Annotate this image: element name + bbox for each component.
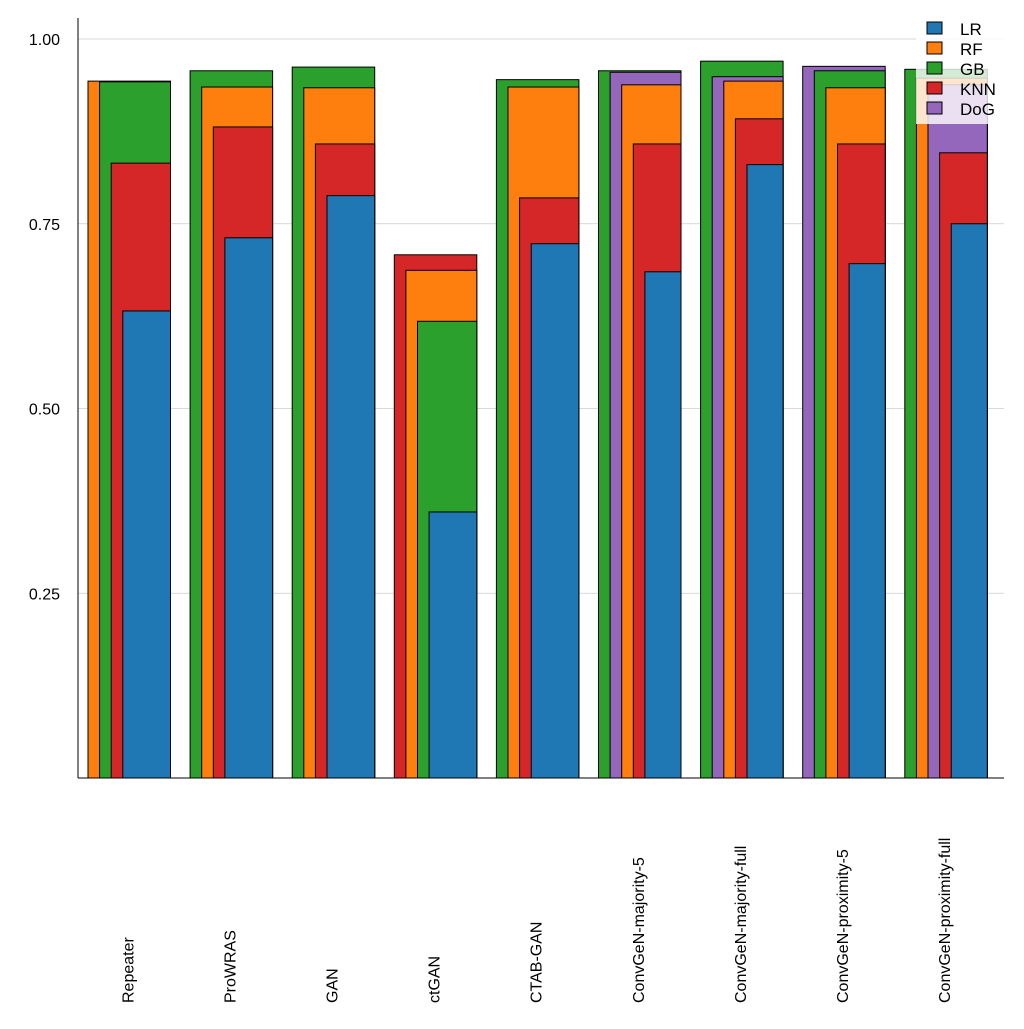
bar-lr — [746, 164, 784, 779]
legend-label: LR — [960, 20, 982, 39]
axes — [77, 18, 1004, 779]
legend-swatch-gb — [926, 61, 943, 75]
bar-lr — [326, 195, 376, 779]
x-tick-label: ProWRAS — [222, 930, 239, 1003]
legend-swatch-knn — [926, 81, 943, 95]
bar-lr — [224, 237, 274, 779]
legend-label: GB — [960, 60, 985, 79]
bar-lr — [848, 263, 886, 779]
x-tick-label: ConvGeN-proximity-full — [937, 838, 954, 1003]
x-tick-label: CTAB-GAN — [529, 922, 546, 1003]
x-tick-label: ConvGeN-majority-5 — [631, 857, 648, 1003]
bar-lr — [950, 223, 988, 779]
bar-lr — [644, 271, 682, 779]
x-tick-label: ConvGeN-majority-full — [733, 846, 750, 1003]
legend-swatch-rf — [926, 41, 943, 55]
x-tick-label: ctGAN — [427, 956, 444, 1003]
x-tick-label: ConvGeN-proximity-5 — [835, 849, 852, 1003]
legend-label: KNN — [960, 80, 996, 99]
y-tick-label: 1.00 — [29, 32, 60, 49]
y-tick-labels: 0.25 0.50 0.75 1.00 — [29, 32, 60, 603]
legend-label: DoG — [960, 100, 995, 119]
legend-label: RF — [960, 40, 983, 59]
y-tick-label: 0.75 — [29, 217, 60, 234]
x-tick-label: Repeater — [120, 937, 137, 1003]
x-tick-label: GAN — [324, 968, 341, 1003]
bar-lr — [122, 310, 172, 779]
x-tick-labels: Repeater ProWRAS GAN ctGAN CTAB-GAN ConvGeN-m… — [120, 838, 954, 1003]
legend-swatch-dog — [926, 101, 943, 115]
y-tick-label: 0.50 — [29, 402, 60, 419]
bar-lr — [428, 511, 478, 779]
y-tick-label: 0.25 — [29, 586, 60, 603]
legend-swatch-lr — [926, 21, 943, 35]
bars — [87, 60, 988, 779]
bar-lr — [530, 243, 580, 779]
